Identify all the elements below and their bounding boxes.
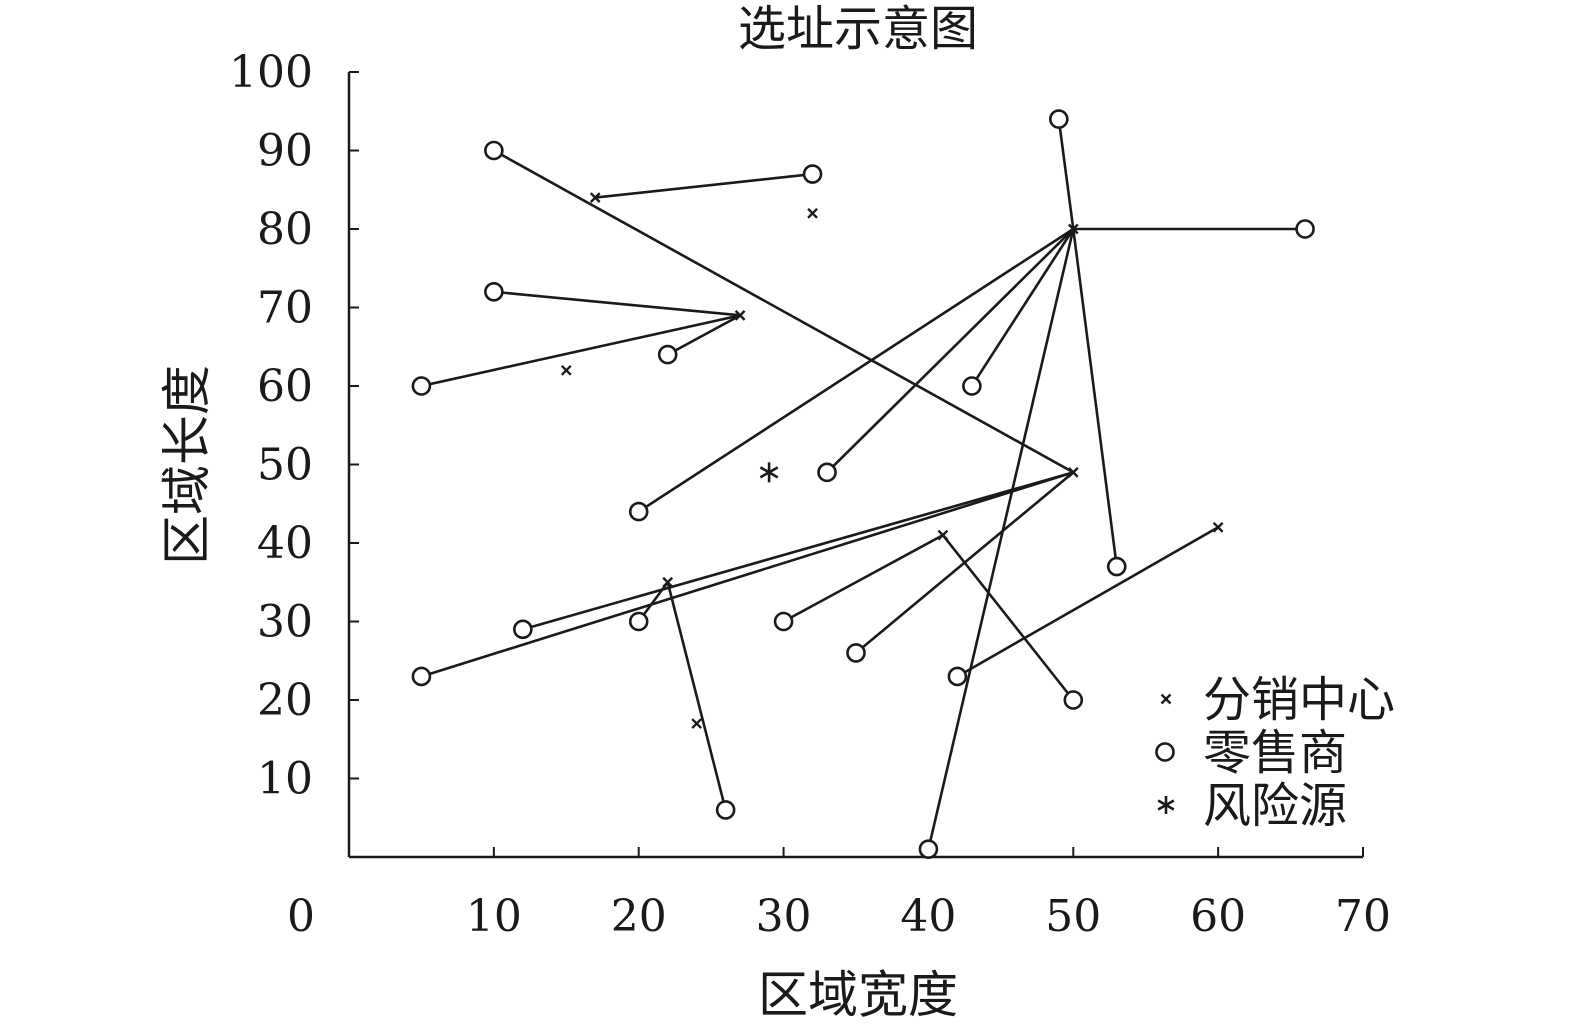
assignment-link (956, 526, 1219, 678)
assignment-link (826, 228, 1075, 474)
x-tick-labels: 0 10 20 30 40 50 60 70 (287, 891, 1391, 942)
legend-star-mark (1157, 796, 1175, 814)
retailer-point (628, 611, 649, 632)
retailer-point (1295, 219, 1315, 239)
x-tick-label: 60 (1190, 891, 1246, 942)
x-axis-title: 区域宽度 (758, 966, 958, 1024)
retailer-point (962, 376, 982, 396)
assignment-link (666, 581, 727, 811)
retailer-point (628, 501, 649, 522)
risk-source-point (759, 462, 779, 483)
legend-label-distribution-center: 分销中心 (1203, 672, 1395, 728)
retailer-point (1106, 556, 1127, 577)
distribution-center-point (691, 718, 703, 729)
retailer-point (947, 666, 968, 687)
assignment-link (421, 314, 741, 388)
x-tick-label: 10 (466, 891, 522, 942)
retailer-point (484, 281, 504, 302)
retailer-point (918, 839, 939, 859)
assignment-link (638, 227, 1074, 513)
assignment-link (970, 228, 1075, 387)
assignment-link (782, 534, 944, 623)
legend: 分销中心 零售商 风险源 (1155, 672, 1395, 834)
distribution-center-point (1067, 223, 1079, 235)
y-tick-label: 70 (257, 283, 313, 334)
distribution-center-point (589, 192, 601, 203)
y-tick-labels: 10 20 30 40 50 60 70 80 90 100 (229, 47, 313, 805)
retailer-points (411, 109, 1315, 859)
retailer-point (802, 164, 823, 184)
retailer-point (817, 462, 837, 483)
y-tick-label: 50 (257, 440, 313, 491)
risk-source-points (759, 462, 779, 483)
distribution-center-point (560, 364, 572, 376)
assignment-link (1057, 118, 1075, 230)
x-tick-label: 50 (1045, 891, 1101, 942)
retailer-point (513, 619, 533, 640)
retailer-point (846, 643, 866, 663)
distribution-center-point (1212, 521, 1224, 533)
retailer-point (773, 611, 794, 632)
retailer-point (1049, 109, 1069, 129)
y-tick-label: 40 (257, 518, 313, 569)
distribution-center-point (937, 529, 949, 541)
x-tick-label: 20 (611, 891, 667, 942)
retailer-point (484, 140, 504, 161)
distribution-center-point (734, 310, 746, 321)
assignment-link (421, 471, 1074, 678)
x-tick-label: 70 (1335, 891, 1391, 942)
retailer-point (715, 800, 736, 820)
assignment-link (493, 290, 741, 317)
legend-label-retailer: 零售商 (1203, 725, 1347, 781)
x-tick-label: 30 (756, 891, 812, 942)
axes (347, 71, 1364, 859)
links (421, 118, 1306, 850)
x-tick-label: 40 (900, 891, 956, 942)
assignment-link (667, 314, 741, 356)
chart-title: 选址示意图 (738, 1, 978, 57)
y-tick-label: 10 (257, 754, 313, 805)
retailer-point (657, 344, 678, 365)
assignment-link (1071, 228, 1119, 567)
legend-x-mark (1160, 693, 1172, 705)
assignment-link (522, 471, 1074, 631)
legend-risk-source-symbol (1157, 796, 1175, 814)
retailer-point (411, 376, 432, 396)
distribution-center-point (807, 207, 818, 219)
y-tick-label: 90 (257, 126, 313, 177)
y-tick-label: 80 (257, 204, 313, 255)
retailer-point (1063, 690, 1084, 710)
assignment-link (493, 149, 1074, 474)
distribution-center-points (560, 192, 1224, 729)
distribution-center-point (1067, 467, 1079, 478)
y-tick-label: 100 (229, 47, 313, 98)
assignment-link (927, 228, 1075, 850)
distribution-center-point (662, 576, 674, 588)
y-tick-label: 20 (257, 675, 313, 726)
y-tick-label: 30 (257, 597, 313, 648)
assignment-link (595, 172, 813, 199)
assignment-link (941, 534, 1075, 701)
legend-label-risk-source: 风险源 (1203, 778, 1347, 834)
x-tick-label: 0 (287, 891, 315, 942)
legend-retailer-symbol (1155, 742, 1175, 762)
y-tick-label: 60 (257, 361, 313, 412)
y-axis-title: 区域长度 (158, 365, 216, 565)
retailer-point (411, 666, 432, 687)
legend-distribution-center-symbol (1160, 693, 1172, 705)
